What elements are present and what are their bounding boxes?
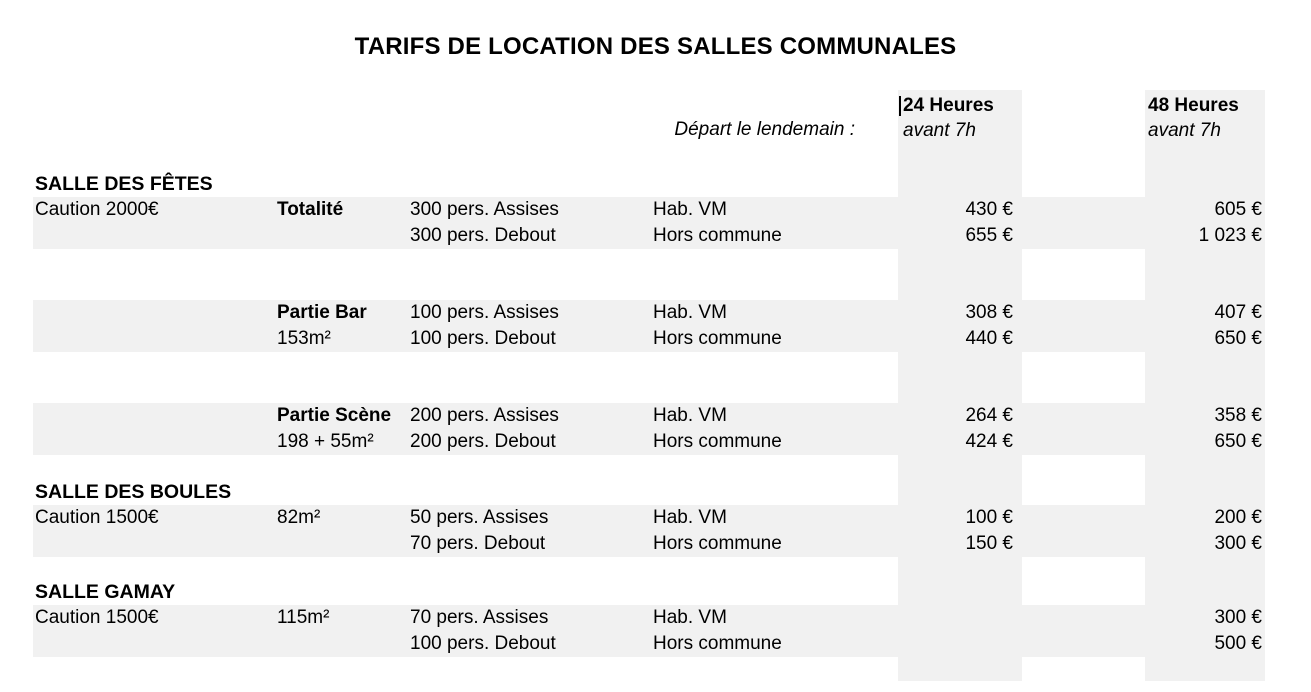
price-48h-cell: 200 € [1214, 507, 1262, 528]
part-cell: Totalité [277, 199, 344, 220]
audience-cell: Hors commune [653, 633, 782, 654]
capacity-cell: 100 pers. Debout [410, 633, 556, 654]
price-48h-cell: 300 € [1214, 607, 1262, 628]
price-24h-cell: 440 € [965, 328, 1013, 349]
table-row: Partie Bar 100 pers. Assises Hab. VM 308… [33, 300, 1265, 326]
audience-cell: Hab. VM [653, 199, 727, 220]
audience-cell: Hors commune [653, 225, 782, 246]
price-48h-cell: 358 € [1214, 405, 1262, 426]
section-heading-salle-gamay: SALLE GAMAY [35, 581, 176, 603]
price-48h-cell: 605 € [1214, 199, 1262, 220]
price-24h-cell: 430 € [965, 199, 1013, 220]
part-cell: Partie Bar [277, 302, 367, 323]
table-row: 100 pers. Debout Hors commune 500 € [33, 631, 1265, 657]
caution-cell: Caution 1500€ [35, 507, 159, 528]
caution-cell: Caution 1500€ [35, 607, 159, 628]
part-cell: 115m² [277, 607, 330, 628]
table-row: Caution 1500€ 115m² 70 pers. Assises Hab… [33, 605, 1265, 631]
price-24h-cell: 424 € [965, 431, 1013, 452]
audience-cell: Hab. VM [653, 405, 727, 426]
audience-cell: Hab. VM [653, 507, 727, 528]
part-cell: 153m² [277, 328, 331, 349]
price-24h-cell [898, 605, 1013, 631]
part-cell: 198 + 55m² [277, 431, 374, 452]
price-24h-cell [898, 631, 1013, 657]
capacity-cell: 300 pers. Assises [410, 199, 559, 220]
capacity-cell: 200 pers. Debout [410, 431, 556, 452]
price-24h-cell: 655 € [965, 225, 1013, 246]
capacity-cell: 100 pers. Assises [410, 302, 559, 323]
price-24h-cell: 100 € [965, 507, 1013, 528]
column-subheader-48h: avant 7h [1148, 120, 1221, 141]
part-cell: 82m² [277, 507, 321, 528]
column-header-24h: 24 Heures [903, 95, 994, 116]
column-shade-24h [898, 90, 1022, 681]
text-cursor [899, 96, 901, 116]
price-24h-cell: 150 € [965, 533, 1013, 554]
table-row: Caution 1500€ 82m² 50 pers. Assises Hab.… [33, 505, 1265, 531]
audience-cell: Hab. VM [653, 302, 727, 323]
price-24h-cell: 264 € [965, 405, 1013, 426]
table-row: Partie Scène 200 pers. Assises Hab. VM 2… [33, 403, 1265, 429]
price-48h-cell: 1 023 € [1198, 225, 1262, 246]
capacity-cell: 50 pers. Assises [410, 507, 549, 528]
price-48h-cell: 650 € [1214, 328, 1262, 349]
capacity-cell: 200 pers. Assises [410, 405, 559, 426]
capacity-cell: 300 pers. Debout [410, 225, 556, 246]
table-row: 300 pers. Debout Hors commune 655 € 1 02… [33, 223, 1265, 249]
page-title: TARIFS DE LOCATION DES SALLES COMMUNALES [354, 33, 957, 60]
audience-cell: Hors commune [653, 431, 782, 452]
price-48h-cell: 500 € [1214, 633, 1262, 654]
column-header-48h: 48 Heures [1148, 95, 1239, 116]
section-heading-salle-des-fetes: SALLE DES FÊTES [35, 173, 213, 195]
column-shade-48h [1145, 90, 1265, 681]
table-row: 198 + 55m² 200 pers. Debout Hors commune… [33, 429, 1265, 455]
capacity-cell: 100 pers. Debout [410, 328, 556, 349]
price-48h-cell: 300 € [1214, 533, 1262, 554]
capacity-cell: 70 pers. Debout [410, 533, 546, 554]
table-row: Caution 2000€ Totalité 300 pers. Assises… [33, 197, 1265, 223]
audience-cell: Hors commune [653, 533, 782, 554]
table-row: 153m² 100 pers. Debout Hors commune 440 … [33, 326, 1265, 352]
price-24h-cell: 308 € [965, 302, 1013, 323]
part-cell: Partie Scène [277, 405, 392, 426]
table-row: 70 pers. Debout Hors commune 150 € 300 € [33, 531, 1265, 557]
capacity-cell: 70 pers. Assises [410, 607, 549, 628]
price-48h-cell: 407 € [1214, 302, 1262, 323]
depart-label: Départ le lendemain : [674, 119, 855, 140]
column-subheader-24h: avant 7h [903, 120, 976, 141]
price-48h-cell: 650 € [1214, 431, 1262, 452]
audience-cell: Hors commune [653, 328, 782, 349]
section-heading-salle-des-boules: SALLE DES BOULES [35, 481, 232, 503]
caution-cell: Caution 2000€ [35, 199, 159, 220]
audience-cell: Hab. VM [653, 607, 727, 628]
